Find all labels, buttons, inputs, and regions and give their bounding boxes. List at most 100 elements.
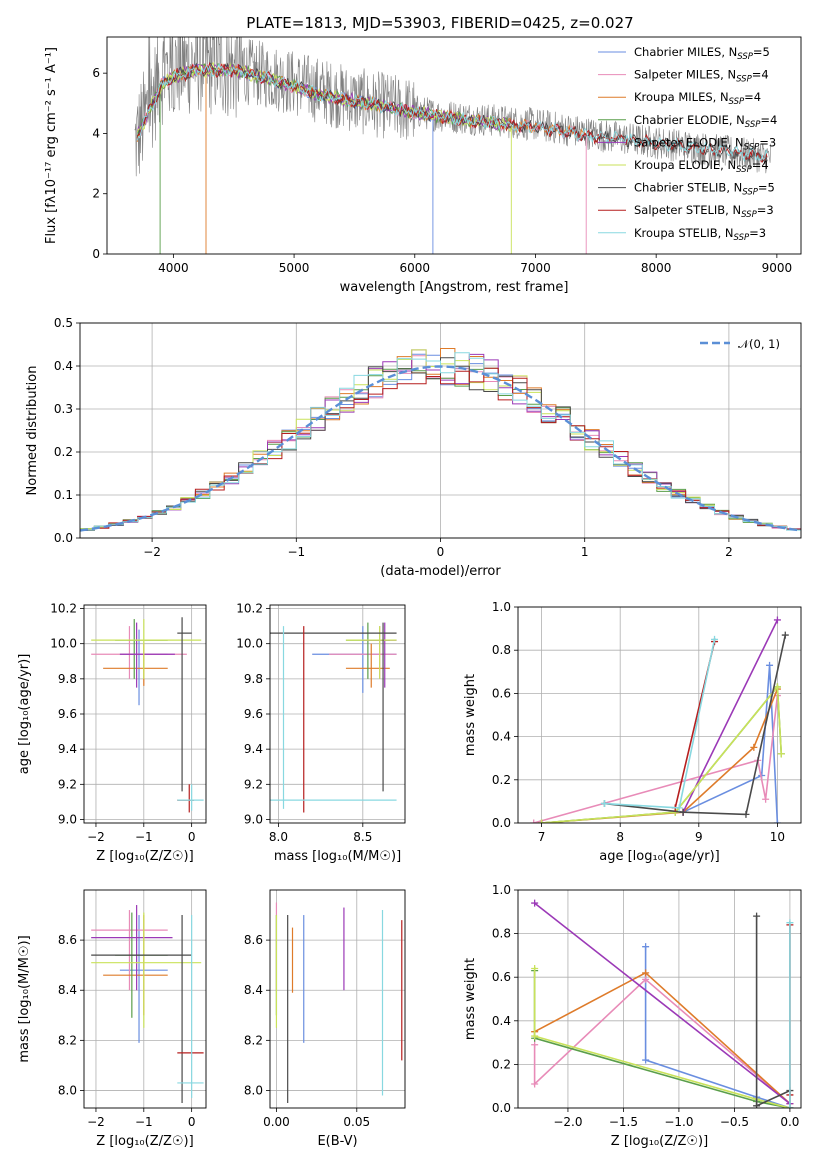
x-tick-label: −2 [143, 545, 161, 559]
x-axis-label: Z [log₁₀(Z/Z☉)] [96, 849, 193, 864]
axes-frame [269, 889, 406, 1109]
y-tick-label: 10.0 [50, 637, 77, 651]
y-tick-label: 9.2 [244, 777, 263, 791]
axes-frame [83, 604, 207, 824]
panel-spectrum: 4000 5000 6000 7000 8000 9000 0 2 4 6 wavelength [… [44, 36, 802, 295]
x-tick-label: 5000 [279, 261, 310, 275]
y-tick-label: 0.2 [492, 773, 511, 787]
weight-series-line [604, 634, 787, 816]
panel-weight_vs_Z: −2.0 −1.5 −1.0 −0.5 0.0 0.0 0.2 0.4 0.6 0.8 1.0 Z [… [463, 883, 802, 1149]
x-tick-label: 7 [538, 830, 546, 844]
panel-mass_vs_ebv: 0.00 0.05 8.0 8.2 8.4 8.6 E(B-V) [244, 889, 406, 1149]
y-tick-label: 8.0 [58, 1083, 77, 1097]
plus-marker [762, 795, 770, 803]
y-tick-label: 8.6 [244, 933, 263, 947]
normal-curve-line [80, 365, 799, 532]
panel-age_vs_Z: −2 −1 0 9.0 9.2 9.4 9.6 9.8 10.0 10.2 Z [log₁₀(Z/Z… [17, 602, 207, 864]
plot-area [270, 622, 397, 813]
x-axis-label: E(B-V) [317, 1134, 357, 1149]
y-tick-label: 10.2 [50, 602, 77, 616]
y-tick-label: 6 [92, 66, 100, 80]
plot-area [531, 899, 794, 1108]
weight-series-line [682, 619, 779, 813]
plus-marker [530, 819, 538, 823]
ticks: −2 −1 0 1 2 0.0 0.1 0.2 0.3 0.4 0.5 [54, 316, 733, 559]
plot-area [134, 37, 771, 254]
y-tick-label: 0.3 [54, 402, 73, 416]
y-tick-label: 10.0 [236, 637, 263, 651]
plus-marker [750, 743, 758, 751]
x-tick-label: 7000 [520, 261, 551, 275]
plus-marker [766, 661, 774, 669]
legend-entry-label: Chabrier MILES, NSSP=5 [634, 45, 770, 62]
plus-marker [600, 800, 608, 808]
x-axis-label: mass [log₁₀(M/M☉)] [274, 849, 401, 864]
y-tick-label: 9.4 [58, 742, 77, 756]
x-tick-label: −1 [287, 545, 305, 559]
x-tick-label: 0 [188, 1115, 196, 1129]
plus-marker [538, 819, 546, 823]
y-axis-label: mass [log₁₀(M/M☉)] [17, 935, 32, 1062]
plot-area [80, 348, 801, 532]
y-tick-label: 0.0 [492, 1101, 511, 1115]
panel-age_vs_mass: 8.0 8.5 9.0 9.2 9.4 9.6 9.8 10.0 10.2 mass [log₁₀… [236, 602, 406, 864]
plus-marker [781, 631, 789, 639]
weight-series-line [533, 695, 779, 823]
x-axis-label: wavelength [Angstrom, rest frame] [340, 280, 569, 295]
y-tick-label: 0.6 [492, 970, 511, 984]
plus-marker [531, 1041, 539, 1049]
x-tick-label: 8000 [641, 261, 672, 275]
y-axis-label: Normed distribution [25, 366, 40, 496]
panel-mass_vs_Z: −2 −1 0 8.0 8.2 8.4 8.6 Z [log₁₀(Z/Z☉)] mass [lo… [17, 889, 207, 1149]
y-tick-label: 0 [92, 247, 100, 261]
x-tick-label: 9000 [762, 261, 793, 275]
y-tick-label: 8.4 [58, 983, 77, 997]
weight-series-line [533, 968, 791, 1108]
y-tick-label: 0.1 [54, 488, 73, 502]
axes-frame [79, 322, 802, 539]
x-tick-label: −0.5 [720, 1115, 749, 1129]
legend-entry-label: 𝒩(0, 1) [738, 337, 780, 351]
y-tick-label: 9.8 [58, 672, 77, 686]
ticks: −2.0 −1.5 −1.0 −0.5 0.0 0.0 0.2 0.4 0.6 0.8 1.0 [492, 883, 800, 1129]
legend-entry-label: Salpeter STELIB, NSSP=3 [634, 203, 774, 220]
x-tick-label: 8.0 [269, 830, 288, 844]
y-tick-label: 0.4 [54, 359, 73, 373]
x-tick-label: 0 [437, 545, 445, 559]
y-tick-label: 1.0 [492, 600, 511, 614]
y-tick-label: 8.2 [244, 1033, 263, 1047]
ticks: 4000 5000 6000 7000 8000 9000 0 2 4 6 [92, 66, 792, 275]
plus-marker [642, 1056, 650, 1064]
weight-series-line [533, 978, 791, 1105]
weight-series-line [644, 946, 791, 1108]
ticks: 0.00 0.05 8.0 8.2 8.4 8.6 [244, 933, 370, 1129]
y-tick-label: 1.0 [492, 883, 511, 897]
y-tick-label: 0.2 [492, 1057, 511, 1071]
ticks: −2 −1 0 8.0 8.2 8.4 8.6 [58, 933, 196, 1129]
axes-frame [269, 604, 406, 824]
plus-marker [642, 975, 650, 983]
x-axis-label: Z [log₁₀(Z/Z☉)] [96, 1134, 193, 1149]
plus-marker [711, 635, 719, 643]
y-tick-label: 8.0 [244, 1083, 263, 1097]
x-tick-label: 8.5 [353, 830, 372, 844]
legend-entry-label: Kroupa ELODIE, NSSP=4 [634, 158, 769, 175]
legend: Chabrier MILES, NSSP=5 Salpeter MILES, NS… [598, 45, 777, 243]
x-tick-label: −1.5 [609, 1115, 638, 1129]
legend: 𝒩(0, 1) [700, 337, 780, 351]
figure-title: PLATE=1813, MJD=53903, FIBERID=0425, z=0… [246, 14, 633, 32]
x-tick-label: 0.05 [343, 1115, 370, 1129]
y-tick-label: 0.2 [54, 445, 73, 459]
y-tick-label: 8.6 [58, 933, 77, 947]
y-tick-label: 9.0 [244, 812, 263, 826]
legend-entry-label: Chabrier ELODIE, NSSP=4 [634, 113, 777, 130]
y-tick-label: 9.6 [244, 707, 263, 721]
weight-series-line [541, 684, 783, 823]
axes-frame [106, 36, 802, 255]
plus-marker [742, 810, 750, 818]
y-tick-label: 0.8 [492, 927, 511, 941]
y-axis-label: age [log₁₀(age/yr)] [17, 654, 32, 775]
x-tick-label: 0.00 [263, 1115, 290, 1129]
plus-marker [531, 1032, 539, 1040]
y-tick-label: 0.4 [492, 730, 511, 744]
